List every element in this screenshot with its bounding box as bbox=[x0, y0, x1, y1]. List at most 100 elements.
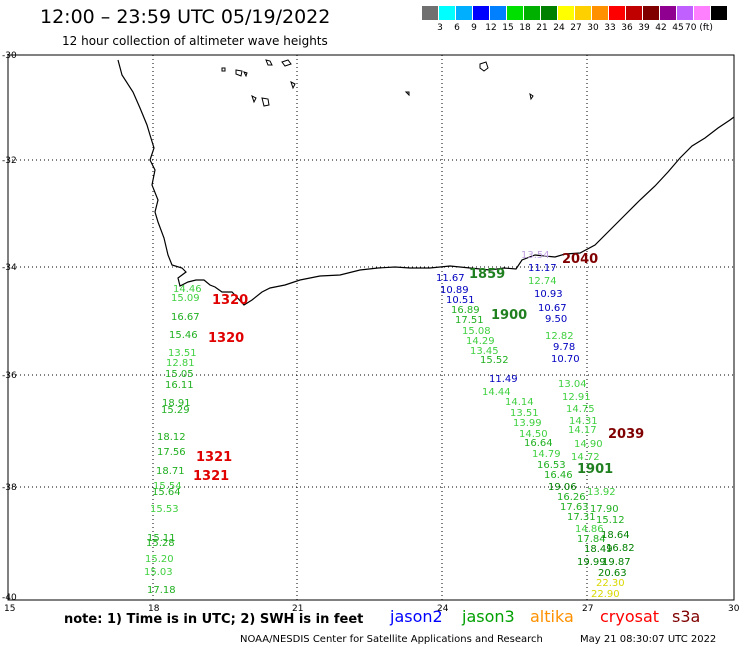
wave-height-label: 18.91 bbox=[162, 398, 191, 409]
colorbar-swatch bbox=[558, 6, 574, 20]
coastline bbox=[117, 59, 735, 306]
colorbar-swatch bbox=[439, 6, 455, 20]
wave-height-label: 14.44 bbox=[482, 387, 511, 398]
wave-height-label: 15.12 bbox=[596, 515, 625, 526]
lon-tick-label: 27 bbox=[582, 604, 593, 614]
colorbar-swatch bbox=[677, 6, 693, 20]
wave-height-label: 13.51 bbox=[510, 408, 539, 419]
wave-height-label: 18.71 bbox=[156, 466, 185, 477]
colorbar-label: 33 bbox=[604, 23, 616, 33]
pass-time-label: 2039 bbox=[608, 427, 645, 442]
wave-height-label: 16.89 bbox=[451, 305, 480, 316]
lat-tick-label: -32 bbox=[2, 156, 17, 166]
colorbar-swatch bbox=[541, 6, 557, 20]
wave-height-label: 17.84 bbox=[577, 534, 606, 545]
wave-height-label: 15.11 bbox=[147, 533, 176, 544]
colorbar-swatch bbox=[490, 6, 506, 20]
wave-height-label: 14.29 bbox=[466, 336, 495, 347]
lon-tick-label: 15 bbox=[4, 604, 15, 614]
wave-height-label: 17.90 bbox=[590, 504, 619, 515]
lat-tick-label: -34 bbox=[2, 263, 17, 273]
wave-height-label: 13.51 bbox=[168, 348, 197, 359]
colorbar-label: 39 bbox=[638, 23, 650, 33]
lon-tick-label: 24 bbox=[437, 604, 449, 614]
wave-height-label: 14.31 bbox=[569, 416, 598, 427]
colorbar-swatch bbox=[592, 6, 608, 20]
wave-height-label: 16.46 bbox=[544, 470, 573, 481]
colorbar-label: 36 bbox=[621, 23, 633, 33]
wave-height-label: 17.63 bbox=[560, 502, 589, 513]
lat-tick-label: -36 bbox=[2, 371, 17, 381]
lat-tick-label: -38 bbox=[2, 483, 17, 493]
colorbar-swatch bbox=[711, 6, 727, 20]
wave-height-label: 14.90 bbox=[574, 439, 603, 450]
wave-height-label: 19.06 bbox=[548, 482, 577, 493]
wave-height-label: 16.53 bbox=[537, 460, 566, 471]
island-4 bbox=[265, 59, 273, 66]
wave-height-label: 12.82 bbox=[545, 331, 574, 342]
credit-text: NOAA/NESDIS Center for Satellite Applica… bbox=[240, 634, 543, 645]
pass-time-label: 1321 bbox=[196, 450, 233, 465]
wave-height-label: 9.50 bbox=[545, 314, 568, 325]
wave-height-label: 17.56 bbox=[157, 447, 186, 458]
wave-height-label: 14.14 bbox=[505, 397, 534, 408]
colorbar-label: 45 bbox=[672, 23, 684, 33]
wave-height-label: 15.28 bbox=[146, 538, 175, 549]
wave-height-label: 18.64 bbox=[601, 530, 630, 541]
pass-time-label: 1900 bbox=[491, 308, 528, 323]
wave-height-label: 15.54 bbox=[153, 481, 182, 492]
colorbar-label: 15 bbox=[502, 23, 514, 33]
wave-height-label: 15.08 bbox=[462, 326, 491, 337]
colorbar-swatch bbox=[626, 6, 642, 20]
colorbar-swatch bbox=[507, 6, 523, 20]
wave-height-label: 15.52 bbox=[480, 355, 509, 366]
gridlines bbox=[8, 55, 733, 600]
wave-height-label: 12.91 bbox=[562, 392, 591, 403]
wave-height-label: 15.29 bbox=[161, 405, 190, 416]
lon-tick-label: 30 bbox=[728, 604, 740, 614]
pass-time-label: 2040 bbox=[562, 252, 599, 267]
wave-height-label: 15.03 bbox=[144, 567, 173, 578]
colorbar-label: 3 bbox=[437, 23, 443, 33]
wave-height-label: 10.67 bbox=[538, 303, 567, 314]
wave-height-label: 15.09 bbox=[171, 293, 200, 304]
colorbar-swatch bbox=[575, 6, 591, 20]
island-7 bbox=[251, 95, 257, 104]
wave-height-label: 16.64 bbox=[524, 438, 553, 449]
wave-height-label: 17.51 bbox=[455, 315, 484, 326]
island-5 bbox=[281, 59, 292, 67]
colorbar-label: 6 bbox=[454, 23, 460, 33]
colorbar-label: 12 bbox=[485, 23, 497, 33]
wave-height-label: 15.20 bbox=[145, 554, 174, 565]
wave-height-label: 15.46 bbox=[169, 330, 198, 341]
wave-height-label: 10.70 bbox=[551, 354, 580, 365]
pass-time-label: 1320 bbox=[208, 331, 245, 346]
wave-height-label: 14.79 bbox=[532, 449, 561, 460]
colorbar-label: 30 bbox=[587, 23, 599, 33]
wave-height-label: 14.46 bbox=[173, 284, 202, 295]
wave-height-label: 16.67 bbox=[171, 312, 200, 323]
island-1 bbox=[221, 67, 226, 72]
wave-height-label: 13.04 bbox=[558, 379, 587, 390]
legend-entry-jason3: jason3 bbox=[462, 607, 515, 626]
colorbar-swatch bbox=[694, 6, 710, 20]
wave-height-label: 14.50 bbox=[519, 429, 548, 440]
wave-height-label: 14.75 bbox=[566, 404, 595, 415]
map-frame bbox=[7, 54, 735, 601]
lon-tick-label: 21 bbox=[292, 604, 303, 614]
footer-note: note: 1) Time is in UTC; 2) SWH is in fe… bbox=[64, 612, 364, 627]
colorbar-label: 70 (ft) bbox=[685, 23, 713, 33]
island-6 bbox=[290, 81, 296, 90]
wave-height-label: 20.63 bbox=[598, 568, 627, 579]
lat-tick-label: -40 bbox=[2, 593, 17, 603]
lat-tick-labels: -30 -32 -34 -36 -38 -40 bbox=[2, 51, 17, 603]
wave-height-label: 19.99 bbox=[577, 557, 606, 568]
wave-height-label: 15.53 bbox=[150, 504, 179, 515]
colorbar-label: 18 bbox=[519, 23, 531, 33]
pass-time-label: 1901 bbox=[577, 462, 614, 477]
islands bbox=[221, 59, 534, 107]
wave-height-label: 16.82 bbox=[606, 543, 635, 554]
colorbar-swatch bbox=[456, 6, 472, 20]
wave-height-label: 13.45 bbox=[470, 346, 499, 357]
